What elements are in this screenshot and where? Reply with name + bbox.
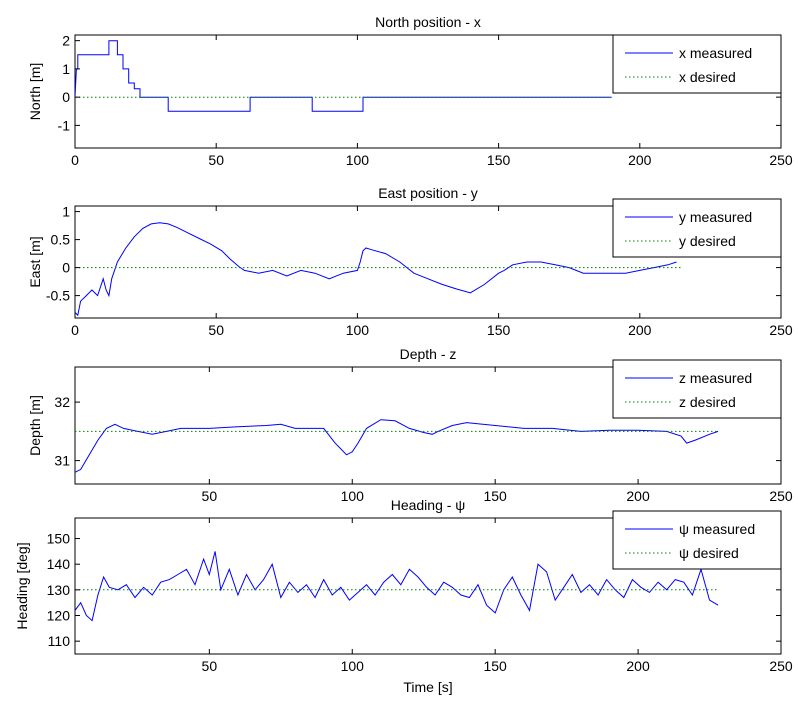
x-tick-label: 200: [626, 658, 650, 674]
legend-entry: z measured: [679, 370, 752, 386]
subplot-2: 0 50 100 150 200 250 -0.5 0 0.5 1 East position - …: [27, 185, 793, 338]
y-tick-label: 0: [62, 260, 70, 276]
series-line-measured: [75, 222, 677, 317]
x-tick-label: 100: [346, 322, 370, 338]
y-tick-label: 31: [54, 453, 70, 469]
x-tick-label: 250: [769, 152, 793, 168]
legend-entry: y measured: [679, 209, 752, 225]
y-axis-label: North [m]: [27, 63, 43, 121]
y-tick-label: 32: [54, 394, 70, 410]
x-tick-label: 150: [487, 152, 511, 168]
y-tick-label: 120: [47, 608, 71, 624]
series-line-measured: [75, 551, 719, 622]
y-axis-label: Depth [m]: [27, 395, 43, 456]
legend-box: [612, 198, 782, 258]
y-tick-label: 1: [62, 61, 70, 77]
legend-entry: x measured: [679, 45, 752, 61]
x-tick-label: 250: [769, 658, 793, 674]
x-tick-label: 50: [202, 658, 218, 674]
legend: z measured z desired: [612, 359, 782, 419]
y-axis-label: East [m]: [27, 236, 43, 287]
y-tick-label: 150: [47, 531, 71, 547]
y-tick-label: -0.5: [46, 288, 70, 304]
x-tick-label: 200: [626, 488, 650, 504]
legend-entry: x desired: [679, 69, 736, 85]
y-tick-label: 140: [47, 556, 71, 572]
y-tick-label: -1: [58, 117, 71, 133]
legend-entry: y desired: [679, 233, 736, 249]
legend: x measured x desired: [612, 34, 782, 94]
x-tick-label: 150: [483, 488, 507, 504]
subplot-title: Depth - z: [400, 346, 457, 362]
legend-box: [612, 34, 782, 94]
legend-box: [612, 510, 782, 570]
legend: ψ measured ψ desired: [612, 510, 782, 570]
legend-box: [612, 359, 782, 419]
x-tick-label: 250: [769, 488, 793, 504]
legend-entry: ψ measured: [679, 521, 755, 537]
legend-entry: z desired: [679, 394, 736, 410]
x-axis-label: Time [s]: [403, 679, 452, 695]
x-tick-label: 200: [628, 322, 652, 338]
y-tick-label: 0: [62, 89, 70, 105]
x-tick-label: 250: [769, 322, 793, 338]
x-tick-label: 150: [487, 322, 511, 338]
subplot-title: East position - y: [378, 185, 478, 201]
series-line-measured: [75, 419, 719, 473]
x-tick-label: 0: [71, 152, 79, 168]
y-tick-label: 0.5: [51, 232, 71, 248]
x-tick-label: 100: [346, 152, 370, 168]
subplot-4: 50 100 150 200 250 110 120 130 140 150 Heading - ψ…: [14, 497, 793, 695]
x-tick-label: 100: [341, 658, 365, 674]
legend-entry: ψ desired: [679, 545, 739, 561]
x-tick-label: 50: [208, 322, 224, 338]
x-tick-label: 200: [628, 152, 652, 168]
x-tick-label: 0: [71, 322, 79, 338]
subplot-title: Heading - ψ: [391, 497, 466, 513]
x-tick-label: 50: [208, 152, 224, 168]
y-tick-label: 2: [62, 33, 70, 49]
y-tick-label: 110: [48, 633, 71, 649]
subplot-title: North position - x: [375, 14, 481, 30]
subplot-1: 0 50 100 150 200 250 -1 0 1 2 North position - x No…: [27, 14, 793, 168]
y-axis-label: Heading [deg]: [14, 542, 30, 629]
subplot-3: 50 100 150 200 250 31 32 Depth - z Depth [m] z me…: [27, 346, 793, 504]
y-tick-label: 130: [47, 582, 71, 598]
y-tick-label: 1: [62, 204, 70, 220]
x-tick-label: 150: [483, 658, 507, 674]
x-tick-label: 100: [341, 488, 365, 504]
series-line-measured: [75, 40, 612, 112]
legend: y measured y desired: [612, 198, 782, 258]
x-tick-label: 50: [202, 488, 218, 504]
